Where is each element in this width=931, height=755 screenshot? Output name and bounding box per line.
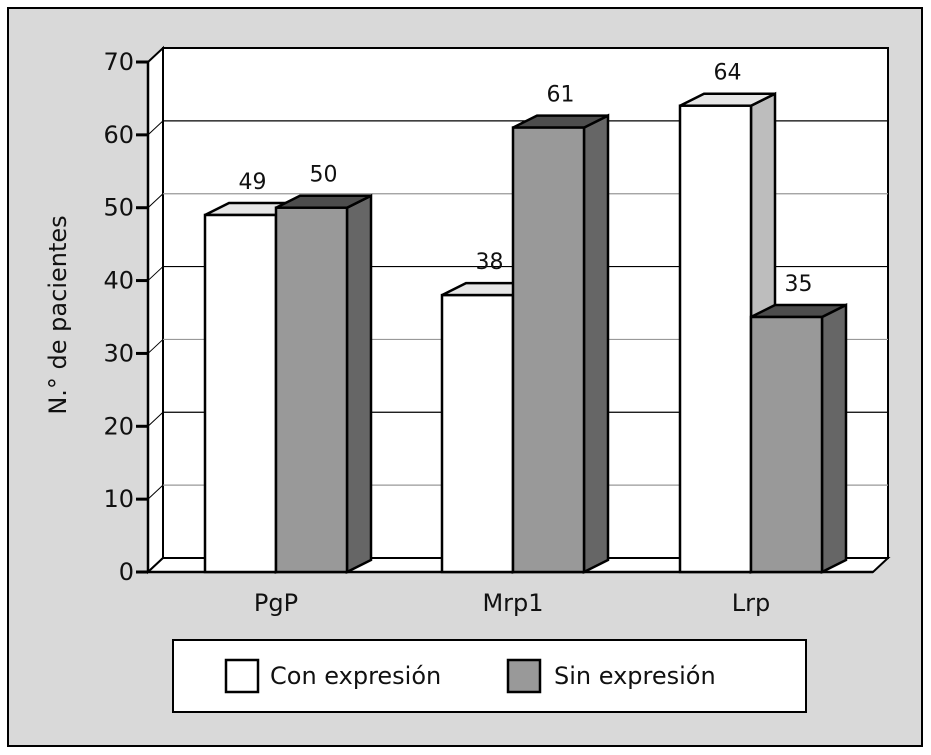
bar-front [274,206,349,574]
y-tick-label: 0 [119,558,134,586]
bar-mrp1-sin [511,113,610,575]
y-tick-label: 20 [103,412,134,440]
legend-swatch-sin [506,658,542,694]
data-label: 35 [785,272,813,297]
left-wall [147,45,164,575]
bar-front [749,315,824,574]
bar-side [820,302,848,575]
gridline-side [147,193,164,209]
bar-front [440,293,515,574]
data-label: 50 [310,163,338,188]
y-axis-label: N.° de pacientes [44,215,72,414]
legend-label-con: Con expresión [270,662,441,690]
bar-lrp-sin [749,302,848,575]
bar-side [345,193,373,575]
y-tick-label: 60 [103,121,134,149]
x-tick-label: PgP [254,589,298,617]
bar-pgp-sin [274,193,373,575]
bar-side [582,113,610,575]
bars: 49 50 38 61 64 35 [203,61,848,575]
y-tick-label: 10 [103,485,134,513]
data-label: 64 [714,61,742,86]
y-tick-label: 70 [103,48,134,76]
legend-label-sin: Sin expresión [554,662,716,690]
gridline-side [147,484,164,500]
y-tick-label: 40 [103,267,134,295]
gridline-side [147,411,164,427]
bar-front [511,126,586,574]
bar-front [203,213,278,574]
x-tick-label: Mrp1 [482,589,543,617]
gridline-side [147,266,164,281]
y-tick-label: 30 [103,339,134,367]
x-axis-labels: PgP Mrp1 Lrp [254,589,770,617]
data-label: 49 [239,170,267,195]
data-label: 38 [476,250,504,275]
legend: Con expresión Sin expresión [172,639,807,713]
data-label: 61 [547,83,575,108]
gridline-side [147,339,164,354]
y-tick-label: 50 [103,194,134,222]
gridline-side [147,120,164,136]
bar-front [678,104,753,574]
x-tick-label: Lrp [732,589,770,617]
legend-swatch-con [224,658,260,694]
legend-box [172,639,807,713]
